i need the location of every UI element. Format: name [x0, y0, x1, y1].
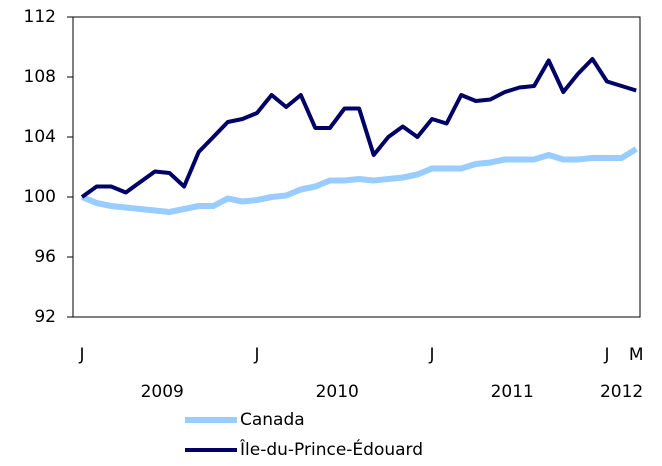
x-group-label: 2012 — [600, 382, 643, 402]
x-tick-label: J — [253, 345, 259, 365]
series-line — [80, 57, 637, 199]
y-tick-label: 100 — [24, 187, 56, 207]
x-tick-label: J — [428, 345, 434, 365]
x-group-label: 2010 — [316, 382, 359, 402]
x-tick-label: M — [629, 345, 644, 365]
y-tick-label: 92 — [34, 307, 56, 327]
plot-frame — [72, 16, 641, 318]
x-group-label: 2011 — [491, 382, 534, 402]
x-group-label: 2009 — [141, 382, 184, 402]
y-tick-label: 112 — [24, 7, 56, 27]
series-line — [80, 146, 638, 215]
x-tick-label: J — [78, 345, 84, 365]
y-tick-label: 96 — [34, 247, 56, 267]
y-tick-label: 104 — [24, 127, 56, 147]
legend-label: Canada — [240, 410, 305, 430]
x-tick-label: J — [603, 345, 609, 365]
y-tick-label: 108 — [24, 67, 56, 87]
legend-label: Île-du-Prince-Édouard — [239, 438, 423, 460]
